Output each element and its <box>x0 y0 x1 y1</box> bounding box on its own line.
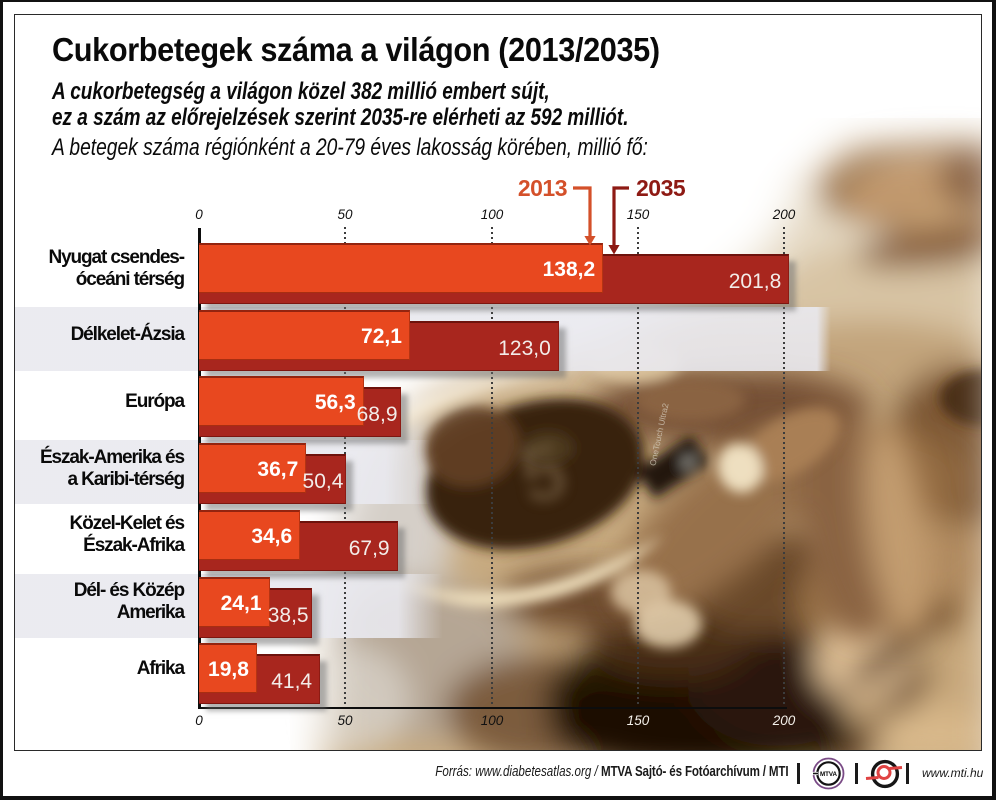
svg-text:MTVA: MTVA <box>820 771 838 778</box>
